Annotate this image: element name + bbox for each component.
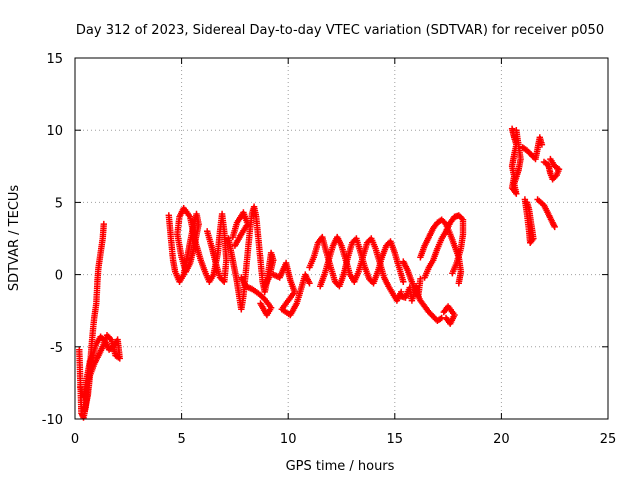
x-tick-label: 0 — [71, 432, 79, 447]
data-points — [76, 125, 563, 421]
plot-frame — [74, 57, 609, 420]
x-tick-label: 25 — [600, 432, 617, 447]
y-tick-label: 5 — [55, 196, 63, 211]
data-point — [551, 223, 558, 231]
data-point — [400, 278, 407, 285]
y-tick-label: -5 — [50, 341, 63, 356]
axis-ticks — [74, 57, 609, 420]
data-point — [538, 141, 546, 148]
y-axis-label: SDTVAR / TECUs — [7, 185, 22, 292]
data-point — [547, 155, 554, 163]
x-axis-label: GPS time / hours — [286, 459, 395, 474]
data-point — [449, 270, 456, 277]
data-point — [417, 275, 424, 283]
data-point — [81, 407, 88, 414]
data-point — [306, 280, 313, 287]
x-tick-label: 15 — [387, 432, 404, 447]
data-point — [513, 127, 520, 134]
data-point — [523, 199, 531, 206]
data-point — [257, 300, 264, 307]
y-tick-labels: -10 -5 0 5 10 15 — [42, 52, 63, 428]
x-tick-labels: 0 5 10 15 20 25 — [71, 432, 616, 447]
y-tick-label: 10 — [46, 124, 63, 139]
y-tick-label: 15 — [46, 52, 63, 67]
chart-title: Day 312 of 2023, Sidereal Day-to-day VTE… — [76, 23, 604, 38]
x-tick-label: 5 — [177, 432, 185, 447]
data-point — [204, 228, 211, 235]
data-point — [261, 283, 268, 290]
y-tick-label: -10 — [42, 413, 63, 428]
x-tick-label: 20 — [493, 432, 510, 447]
data-point — [440, 308, 447, 316]
y-tick-label: 0 — [55, 269, 63, 284]
data-point — [100, 220, 107, 228]
data-point — [455, 280, 462, 287]
data-point — [229, 233, 236, 241]
x-tick-label: 10 — [280, 432, 297, 447]
